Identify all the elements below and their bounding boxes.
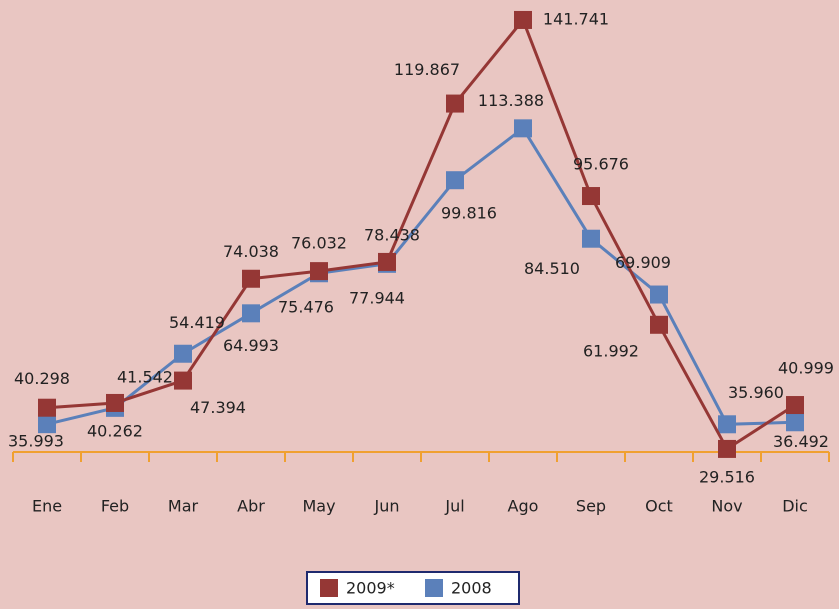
point-marker bbox=[242, 304, 260, 323]
point-marker bbox=[650, 285, 668, 304]
legend-swatch bbox=[320, 579, 338, 597]
point-marker bbox=[446, 171, 464, 190]
point-marker bbox=[582, 187, 600, 206]
x-tick-label: Ago bbox=[508, 497, 539, 516]
x-tick-label: Jul bbox=[444, 497, 464, 516]
point-marker bbox=[786, 413, 804, 432]
point-marker bbox=[650, 315, 668, 334]
x-tick-label: Jun bbox=[374, 497, 400, 516]
data-label: 75.476 bbox=[278, 298, 334, 317]
data-label: 99.816 bbox=[441, 204, 497, 223]
point-marker bbox=[174, 371, 192, 390]
point-marker bbox=[38, 398, 56, 417]
data-label: 40.999 bbox=[778, 359, 834, 378]
x-tick-label: May bbox=[302, 497, 335, 516]
data-label: 36.492 bbox=[773, 432, 829, 451]
point-marker bbox=[38, 415, 56, 434]
point-marker bbox=[786, 396, 804, 415]
point-marker bbox=[514, 10, 532, 29]
data-label: 113.388 bbox=[478, 91, 544, 110]
data-label: 141.741 bbox=[543, 9, 609, 28]
data-label: 74.038 bbox=[223, 242, 279, 261]
x-tick-label: Feb bbox=[101, 497, 129, 516]
legend-label: 2008 bbox=[451, 579, 492, 598]
x-tick-label: Oct bbox=[645, 497, 673, 516]
data-label: 76.032 bbox=[291, 234, 347, 253]
x-tick-label: Dic bbox=[782, 497, 808, 516]
x-tick-label: Ene bbox=[32, 497, 62, 516]
point-marker bbox=[310, 262, 328, 281]
point-marker bbox=[514, 119, 532, 138]
x-tick-label: Abr bbox=[237, 497, 265, 516]
data-label: 64.993 bbox=[223, 336, 279, 355]
data-label: 77.944 bbox=[349, 288, 405, 307]
point-marker bbox=[718, 415, 736, 434]
data-label: 29.516 bbox=[699, 467, 755, 486]
data-label: 35.960 bbox=[728, 383, 784, 402]
point-marker bbox=[582, 229, 600, 248]
legend bbox=[306, 571, 520, 605]
data-label: 40.298 bbox=[14, 369, 70, 388]
point-marker bbox=[174, 344, 192, 363]
x-tick-label: Nov bbox=[711, 497, 742, 516]
point-marker bbox=[718, 439, 736, 458]
series-line bbox=[46, 17, 796, 452]
point-marker bbox=[446, 94, 464, 113]
point-marker bbox=[106, 393, 124, 412]
data-label: 41.542 bbox=[117, 367, 173, 386]
data-label: 61.992 bbox=[583, 341, 639, 360]
legend-label: 2009* bbox=[346, 579, 395, 598]
data-label: 69.909 bbox=[615, 253, 671, 272]
data-label: 95.676 bbox=[573, 155, 629, 174]
x-tick-label: Mar bbox=[168, 497, 199, 516]
legend-swatch bbox=[425, 579, 443, 597]
point-marker bbox=[378, 252, 396, 271]
data-label: 35.993 bbox=[8, 432, 64, 451]
data-label: 40.262 bbox=[87, 421, 143, 440]
data-label: 84.510 bbox=[524, 259, 580, 278]
data-label: 47.394 bbox=[190, 398, 246, 417]
point-marker bbox=[242, 269, 260, 288]
series-line bbox=[46, 126, 796, 426]
data-label: 54.419 bbox=[169, 313, 225, 332]
data-label: 119.867 bbox=[394, 60, 460, 79]
data-label: 78.438 bbox=[364, 225, 420, 244]
x-tick-label: Sep bbox=[576, 497, 606, 516]
